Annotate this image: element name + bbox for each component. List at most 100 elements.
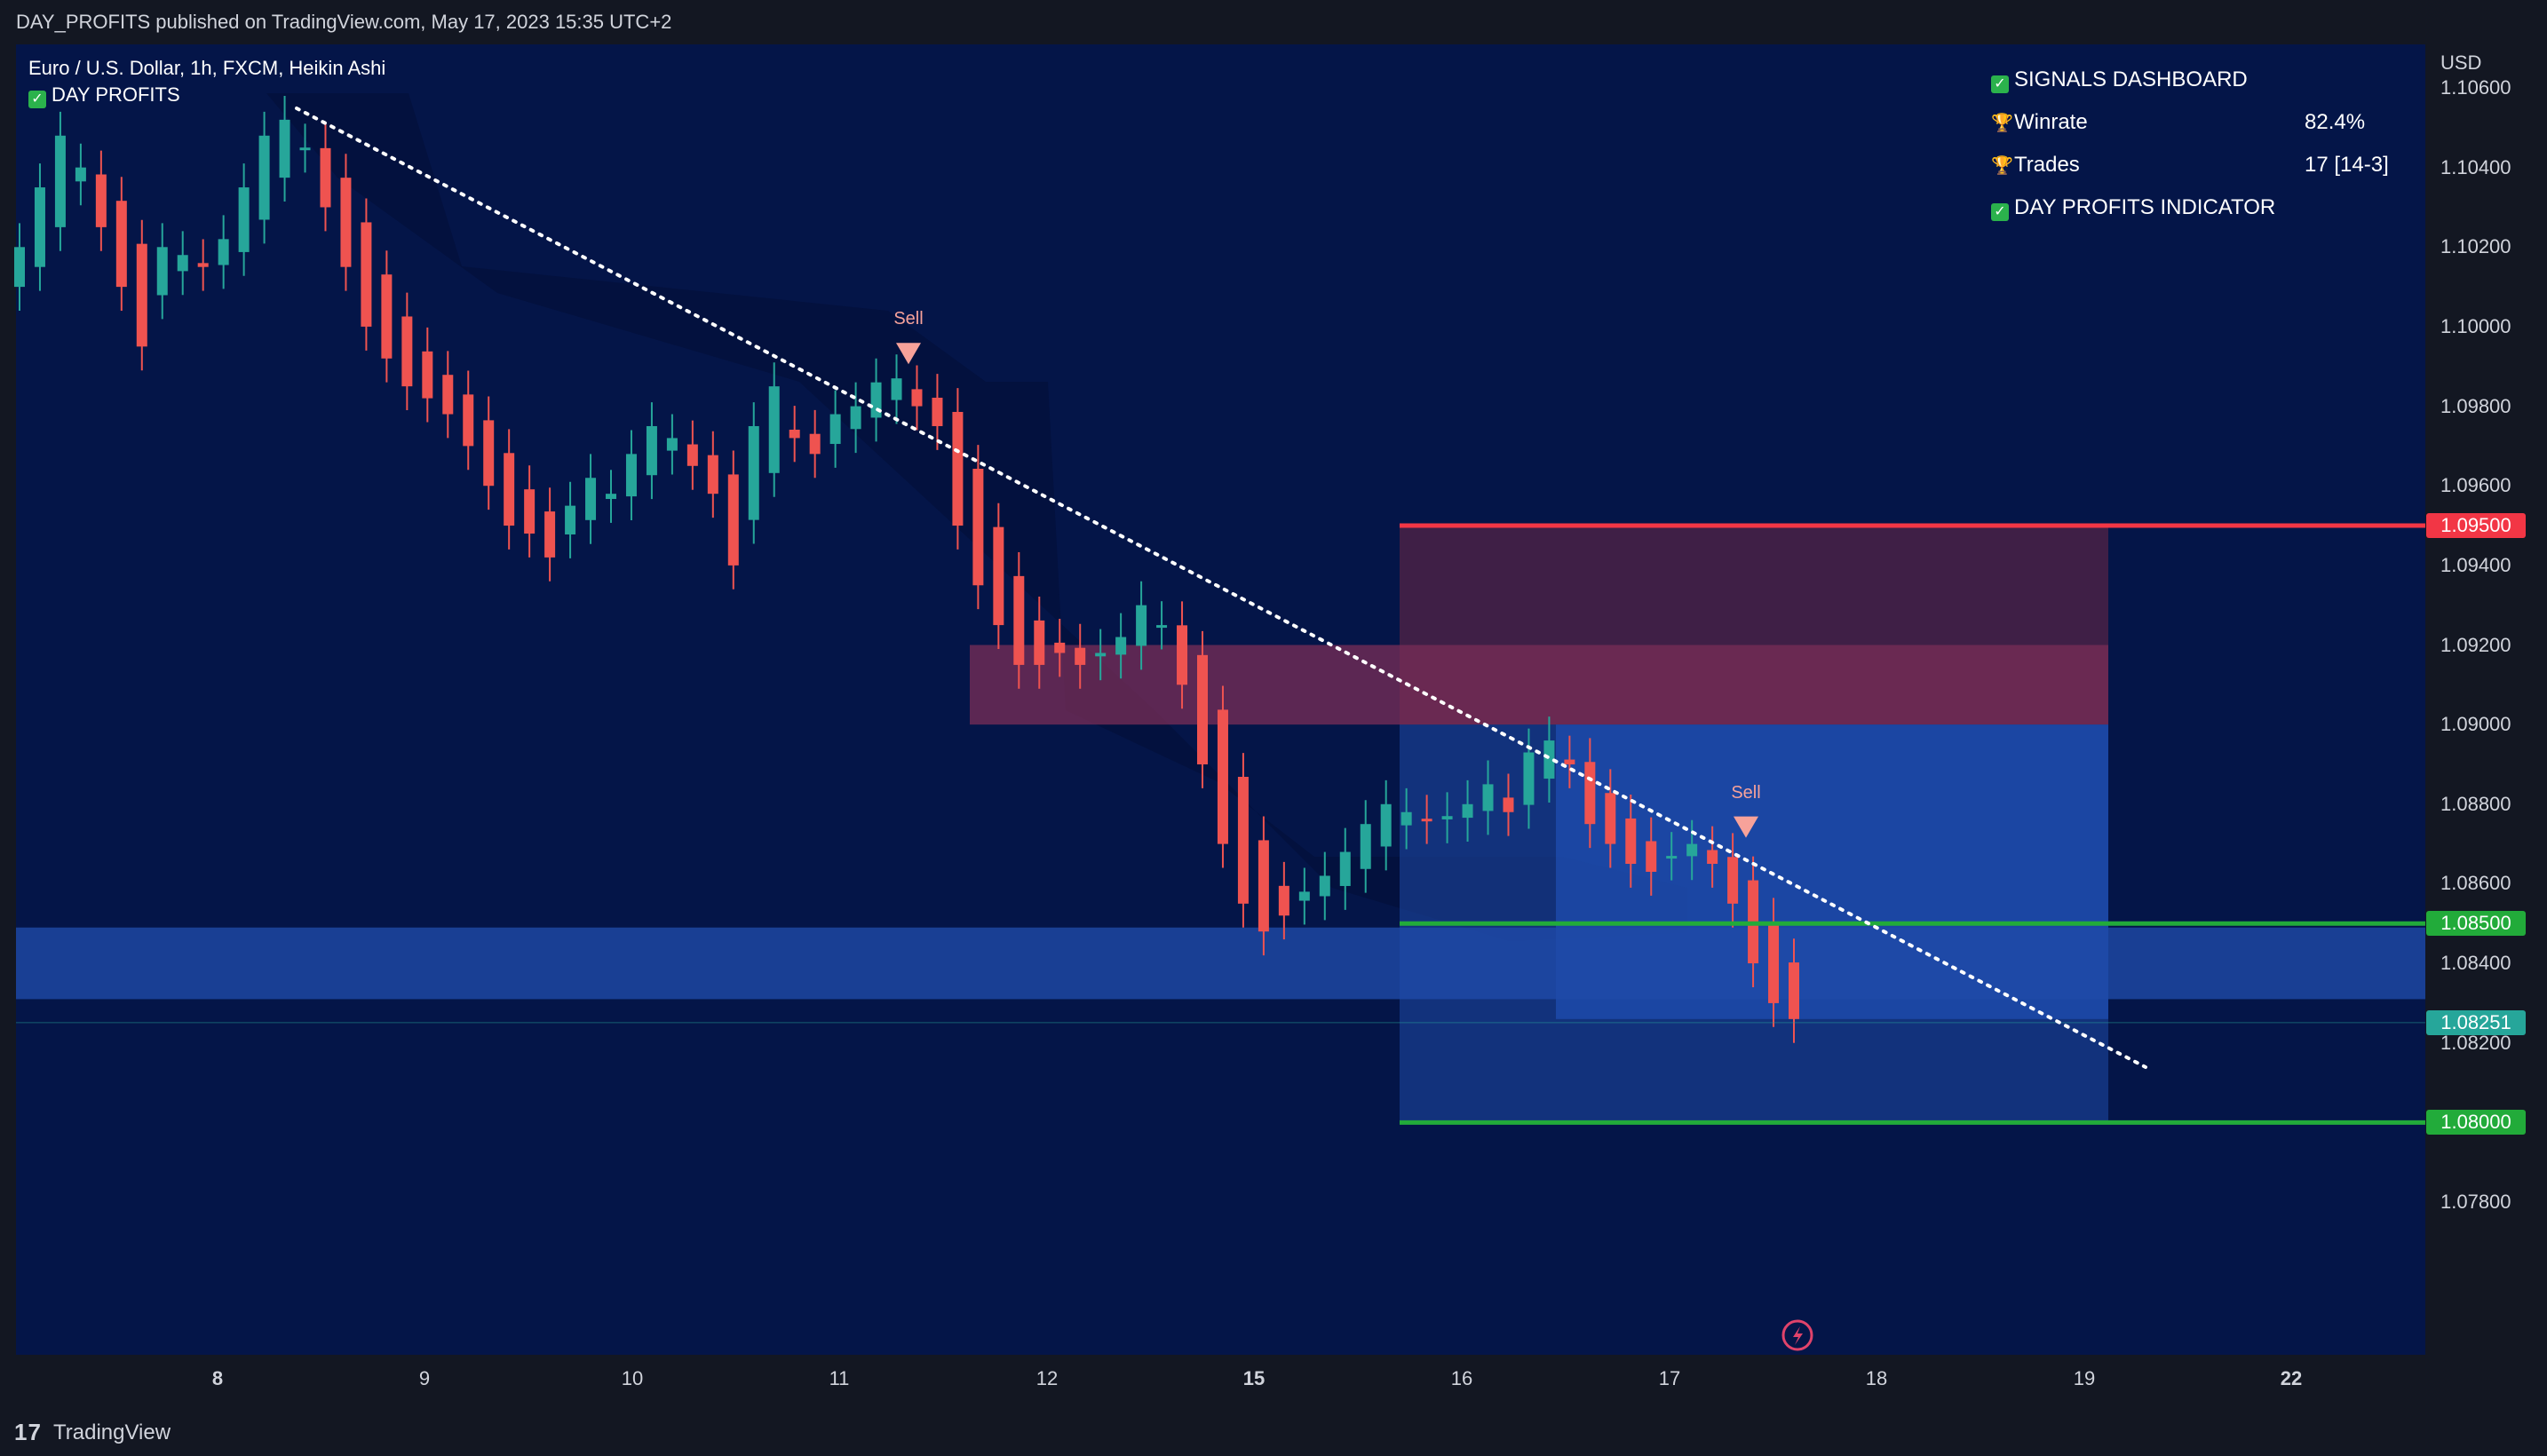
candle-body — [156, 247, 168, 296]
candle-body — [1156, 625, 1168, 629]
candle-body — [115, 201, 127, 288]
candle-body — [972, 469, 984, 586]
price-tick-label: 1.10600 — [2440, 76, 2511, 99]
candle-body — [95, 174, 107, 227]
candle-body — [707, 455, 718, 495]
lightning-bolt — [1793, 1326, 1803, 1345]
candle-body — [1237, 777, 1249, 904]
check-icon: ✓ — [1991, 203, 2009, 221]
time-tick-label: 17 — [1658, 1367, 1681, 1389]
candle-body — [1421, 819, 1432, 822]
indicator-title[interactable]: ✓ DAY PROFITS — [28, 83, 180, 108]
supply-zone — [970, 645, 2108, 725]
dashboard-title-text: SIGNALS DASHBOARD — [2014, 67, 2248, 91]
currency-label: USD — [2440, 51, 2482, 74]
published-text: DAY_PROFITS published on TradingView.com… — [16, 11, 672, 33]
candle-body — [401, 316, 413, 387]
tradingview-logo-icon[interactable]: 17 — [14, 1419, 42, 1445]
trophy-icon: 🏆 — [1991, 156, 2013, 176]
time-tick-label: 12 — [1035, 1367, 1059, 1389]
candle-body — [1278, 885, 1289, 916]
price-axis-background — [2425, 44, 2547, 1403]
candle-body — [1360, 824, 1371, 869]
sell-signal-label: Sell — [1731, 782, 1761, 803]
price-tag: 1.08500 — [2426, 911, 2526, 937]
candle-body — [911, 389, 923, 407]
candle-body — [1217, 709, 1228, 844]
price-tick-label: 1.09000 — [2440, 713, 2511, 736]
price-tick-label: 1.09800 — [2440, 394, 2511, 417]
time-tick-label: 15 — [1242, 1367, 1266, 1389]
price-tag: 1.09500 — [2426, 513, 2526, 539]
footer-bar: 17 TradingView — [0, 1406, 2547, 1456]
price-tick-label: 1.07800 — [2440, 1191, 2511, 1213]
time-axis-background — [16, 1355, 2425, 1403]
winrate-label: Winrate — [2014, 110, 2088, 134]
dashboard-footer: ✓ DAY PROFITS INDICATOR — [1991, 195, 2275, 221]
candle-body — [1339, 851, 1351, 886]
candle-body — [1034, 620, 1045, 665]
trades-label: Trades — [2014, 153, 2080, 177]
candle-body — [1503, 797, 1514, 812]
candle-body — [1075, 647, 1086, 665]
candle-body — [1482, 784, 1494, 811]
price-tick-label: 1.09600 — [2440, 474, 2511, 497]
candle-body — [340, 178, 352, 267]
candle-body — [727, 474, 739, 566]
candle-body — [585, 478, 597, 520]
candle-body — [1013, 575, 1025, 665]
candle-body — [1177, 625, 1188, 685]
winrate-value: 82.4% — [2305, 110, 2366, 134]
candle-body — [442, 375, 454, 415]
candle-body — [1400, 811, 1412, 826]
candle-body — [1605, 793, 1616, 844]
candle-body — [75, 167, 86, 182]
candle-body — [952, 411, 964, 526]
price-tick-label: 1.09400 — [2440, 553, 2511, 576]
candle-body — [1584, 762, 1596, 825]
trades-value: 17 [14-3] — [2305, 153, 2389, 177]
candle-body — [1319, 875, 1330, 897]
price-tick-label: 1.08400 — [2440, 952, 2511, 975]
candle-body — [1115, 637, 1127, 655]
candle-body — [1136, 605, 1147, 646]
candle-body — [177, 255, 188, 272]
sell-arrow-icon — [896, 343, 921, 365]
trophy-icon: 🏆 — [1991, 114, 2013, 133]
time-tick-label: 22 — [2280, 1367, 2303, 1389]
candle-body — [1095, 653, 1107, 657]
dashboard-title: ✓ SIGNALS DASHBOARD — [1991, 67, 2248, 93]
candle-body — [34, 187, 45, 267]
price-tick-label: 1.08600 — [2440, 872, 2511, 895]
symbol-title[interactable]: Euro / U.S. Dollar, 1h, FXCM, Heikin Ash… — [28, 57, 386, 79]
candle-body — [299, 147, 311, 151]
candle-body — [748, 425, 759, 520]
dashboard-winrate-label: 🏆Winrate — [1991, 110, 2088, 135]
candle-body — [606, 494, 616, 500]
candle-body — [238, 187, 250, 252]
time-tick-label: 9 — [418, 1367, 431, 1389]
candle-body — [483, 420, 495, 487]
price-tick-label: 1.08800 — [2440, 792, 2511, 815]
candle-body — [686, 444, 698, 466]
candle-body — [1707, 850, 1718, 865]
candle-body — [258, 135, 270, 220]
lightning-icon[interactable] — [1781, 1319, 1813, 1351]
price-tag: 1.08251 — [2426, 1009, 2526, 1035]
candle-body — [1646, 841, 1657, 872]
time-tick-label: 8 — [211, 1367, 224, 1389]
candle-body — [809, 433, 821, 455]
candle-body — [1298, 891, 1310, 901]
candle-body — [1686, 843, 1698, 857]
tradingview-brand[interactable]: TradingView — [53, 1420, 171, 1444]
candle-body — [1197, 654, 1208, 764]
demand-zone — [16, 927, 2425, 1000]
sell-signal-label: Sell — [893, 309, 924, 329]
candle-body — [1523, 752, 1535, 805]
candle-body — [524, 489, 536, 534]
candle-body — [1564, 759, 1575, 764]
candle-body — [1054, 642, 1066, 653]
candle-body — [768, 386, 780, 473]
candle-body — [1727, 857, 1739, 904]
